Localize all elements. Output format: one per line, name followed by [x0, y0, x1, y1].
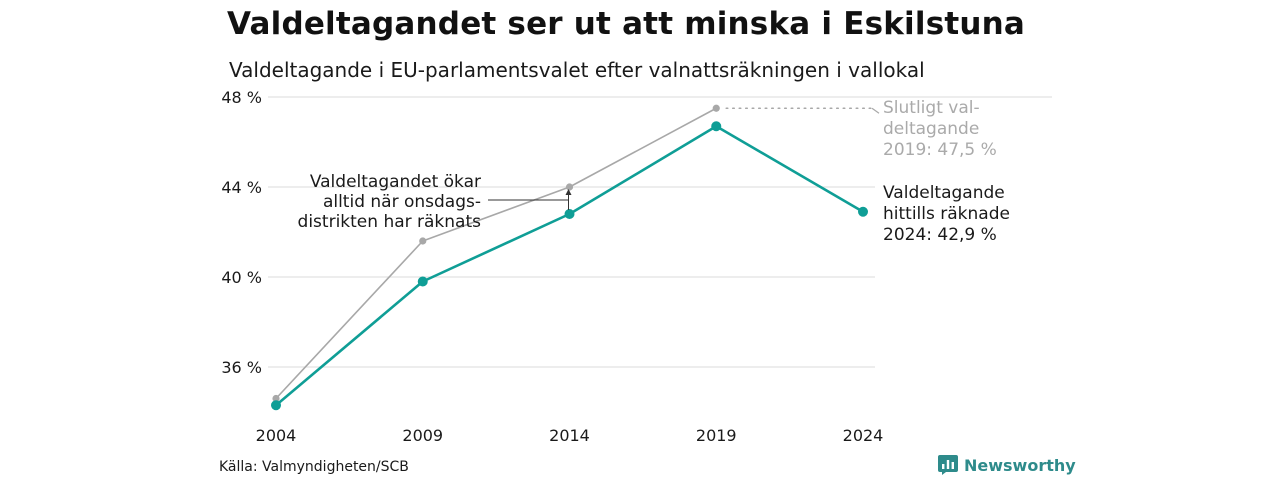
series-lines	[275, 107, 864, 407]
y-tick-label: 36 %	[221, 358, 262, 377]
x-tick-label: 2014	[549, 426, 590, 445]
y-tick-labels: 36 % 40 % 44 % 48 %	[221, 88, 262, 377]
y-tick-label: 40 %	[221, 268, 262, 287]
annotation-text-counted: Valdeltagande hittills räknade 2024: 42,9 …	[883, 183, 1010, 245]
data-point-counted	[564, 209, 575, 219]
data-point-final	[272, 394, 280, 403]
annotation-leader-tick	[871, 107, 880, 114]
data-point-counted	[711, 121, 722, 132]
data-point-final	[565, 183, 574, 191]
chart-subtitle: Valdeltagande i EU-parlamentsvalet efter…	[229, 58, 925, 82]
data-point-final	[712, 104, 720, 112]
x-tick-labels: 2004 2009 2014 2019 2024	[256, 426, 884, 445]
annotation-text-increase: Valdeltagandet ökar alltid när onsdags-di…	[298, 172, 482, 232]
series-points	[271, 104, 868, 411]
source-note: Källa: Valmyndigheten/SCB	[219, 459, 409, 475]
x-tick-label: 2004	[256, 426, 297, 445]
y-tick-label: 48 %	[221, 88, 262, 107]
data-point-counted	[858, 206, 868, 217]
series-line-counted	[275, 124, 864, 407]
y-tick-label: 44 %	[221, 178, 262, 197]
series-line-final	[275, 107, 717, 400]
brand-name: Newsworthy	[964, 455, 1076, 475]
annotations: Valdeltagandet ökar alltid när onsdags-di…	[298, 98, 1010, 245]
newsworthy-logo-icon	[938, 455, 958, 475]
data-point-final	[419, 237, 427, 245]
annotation-arrowhead	[565, 189, 572, 195]
x-tick-label: 2009	[402, 426, 443, 445]
x-tick-label: 2019	[696, 426, 737, 445]
chart-title: Valdeltagandet ser ut att minska i Eskil…	[227, 6, 1026, 42]
data-point-counted	[271, 400, 281, 411]
x-tick-label: 2024	[843, 426, 884, 445]
brand-logo: Newsworthy	[938, 455, 1076, 475]
annotation-text-final: Slutligt val-deltagande 2019: 47,5 %	[883, 98, 997, 160]
data-point-counted	[417, 276, 428, 287]
